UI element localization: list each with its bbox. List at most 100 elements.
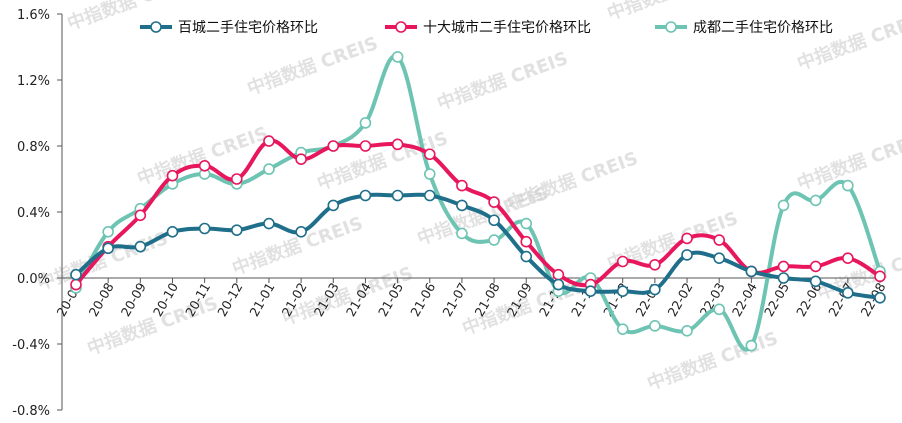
watermark-text: 中指数据 CREIS [794, 7, 902, 75]
series-layer [70, 51, 886, 352]
data-point [423, 168, 436, 180]
data-point [198, 222, 211, 235]
data-point [456, 227, 468, 240]
y-tick-label: 1.2% [17, 74, 50, 89]
series-line [74, 192, 882, 300]
data-point [842, 287, 854, 299]
data-point [745, 265, 758, 278]
data-point [295, 153, 307, 165]
y-tick-label: -0.8% [12, 404, 50, 419]
data-point [745, 339, 758, 352]
data-point [649, 258, 661, 271]
data-point [616, 323, 629, 335]
legend-label: 百城二手住宅价格环比 [178, 20, 318, 36]
x-tick-label: 22-02 [664, 280, 695, 319]
data-point [327, 140, 340, 152]
data-point [777, 260, 790, 273]
series-1 [70, 189, 886, 304]
data-point [584, 285, 597, 298]
watermarks: 中指数据 CREIS 中指数据 CREIS 中指数据 CREIS 中指数据 CREIS… [34, 0, 902, 395]
watermark-text: 中指数据 CREIS [434, 47, 571, 115]
data-point [713, 303, 726, 316]
x-tick-label: 21-01 [246, 280, 277, 319]
data-point [777, 199, 790, 212]
data-point [359, 117, 372, 129]
data-point [616, 255, 629, 268]
chart-legend: 百城二手住宅价格环比 十大城市二手住宅价格环比 成都二手住宅价格环比 [140, 19, 833, 36]
data-point [231, 224, 243, 236]
data-point [874, 291, 886, 304]
data-point [295, 226, 307, 238]
data-point [713, 252, 726, 265]
data-point [842, 252, 854, 265]
data-point [70, 278, 82, 291]
data-point [809, 275, 822, 288]
data-point [231, 173, 243, 185]
y-tick-label: 1.6% [17, 8, 50, 23]
data-point [102, 242, 114, 255]
legend-swatch-marker [395, 21, 407, 33]
watermark-text: 中指数据 CREIS [644, 327, 781, 395]
legend-item: 成都二手住宅价格环比 [655, 20, 833, 36]
data-point [391, 189, 404, 202]
data-point [520, 250, 533, 263]
data-point [166, 169, 179, 182]
data-point [649, 283, 661, 296]
data-point [134, 240, 147, 253]
watermark-text: 中指数据 CREIS [314, 127, 451, 195]
data-point [456, 179, 468, 192]
data-point [166, 226, 179, 238]
legend-swatch-marker [665, 21, 677, 33]
data-point [391, 51, 404, 63]
data-point [488, 214, 500, 227]
data-point [713, 234, 726, 246]
data-point [842, 179, 854, 192]
data-point [423, 148, 436, 161]
data-point [102, 226, 114, 238]
data-point [488, 196, 500, 208]
data-point [263, 217, 275, 230]
watermark-text: 中指数据 CREIS [244, 32, 381, 100]
data-point [552, 268, 565, 281]
data-point [263, 163, 275, 175]
legend-item: 百城二手住宅价格环比 [140, 20, 318, 36]
x-tick-label: 21-07 [439, 280, 470, 319]
x-tick-label: 20-08 [86, 280, 117, 319]
legend-item: 十大城市二手住宅价格环比 [385, 19, 591, 36]
data-point [809, 260, 822, 273]
data-point [616, 285, 629, 298]
y-tick-label: 0.8% [17, 140, 50, 155]
data-point [777, 272, 790, 284]
data-point [874, 270, 886, 283]
data-point [359, 140, 372, 152]
data-point [552, 278, 565, 291]
y-tick-label: 0.0% [17, 272, 50, 287]
data-point [488, 234, 500, 246]
data-point [649, 320, 661, 332]
data-point [681, 232, 693, 245]
legend-label: 成都二手住宅价格环比 [693, 20, 833, 36]
legend-label: 十大城市二手住宅价格环比 [423, 19, 591, 36]
x-tick-label: 22-04 [729, 280, 760, 319]
data-point [681, 324, 693, 337]
data-point [198, 160, 211, 172]
x-tick-label: 20-12 [214, 280, 245, 319]
data-point [809, 194, 822, 207]
data-point [456, 199, 468, 212]
data-point [134, 209, 147, 222]
data-point [423, 189, 436, 202]
data-point [391, 138, 404, 151]
x-tick-label: 21-06 [407, 280, 438, 319]
legend-swatch-marker [150, 21, 162, 33]
y-tick-label: 0.4% [17, 206, 50, 221]
watermark-text: 中指数据 CREIS [229, 212, 366, 280]
x-tick-label: 20-09 [118, 280, 149, 319]
data-point [520, 217, 533, 230]
data-point [520, 235, 533, 248]
data-point [681, 249, 693, 261]
series-line [74, 54, 882, 352]
data-point [70, 268, 82, 281]
y-tick-label: -0.4% [12, 338, 50, 353]
data-point [263, 135, 275, 147]
